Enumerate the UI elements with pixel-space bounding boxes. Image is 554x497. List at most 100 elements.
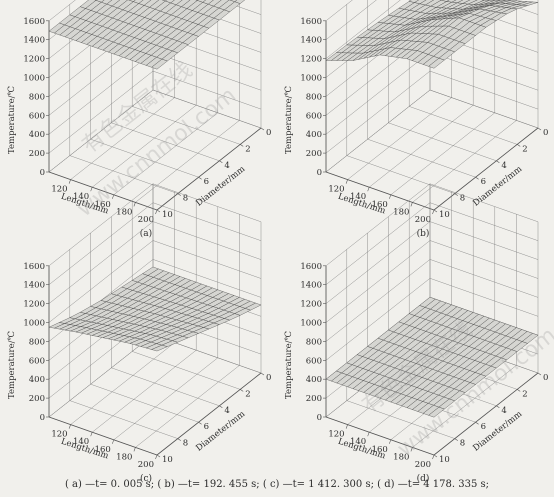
wall-gridline bbox=[48, 183, 154, 266]
axis-line bbox=[156, 127, 262, 211]
z-tick-label: 1600 bbox=[300, 17, 322, 27]
surface-cell bbox=[408, 0, 419, 3]
wall-gridline bbox=[325, 278, 431, 361]
wall-gridline bbox=[48, 70, 154, 154]
wall-gridline bbox=[152, 70, 262, 110]
y-tick-label: 4 bbox=[501, 161, 506, 171]
floor-gridline bbox=[111, 367, 220, 406]
axis-line bbox=[325, 416, 435, 456]
x-tick-label: 200 bbox=[415, 215, 431, 225]
surface-cell bbox=[101, 0, 113, 5]
y-tick-label: 4 bbox=[224, 406, 229, 416]
wall-gridline bbox=[429, 202, 539, 241]
y-tick bbox=[156, 454, 161, 458]
z-tick-label: 400 bbox=[306, 375, 322, 385]
y-tick bbox=[433, 454, 438, 458]
y-tick-label: 2 bbox=[522, 144, 527, 154]
surface-cell bbox=[234, 0, 246, 4]
y-tick bbox=[496, 160, 500, 164]
y-tick-label: 2 bbox=[245, 144, 250, 154]
x-tick-label: 180 bbox=[393, 207, 409, 217]
x-tick-label: 200 bbox=[138, 460, 154, 470]
x-tick-label: 200 bbox=[415, 460, 431, 470]
x-tick-label: 120 bbox=[328, 185, 344, 195]
z-tick-label: 1000 bbox=[300, 319, 322, 329]
surface-cell bbox=[133, 0, 144, 4]
surface-cell bbox=[165, 0, 175, 4]
surface-plot-panel: 0 200 400 600 800 1000 1200 1400 1600 120 140 160 18… bbox=[7, 0, 271, 239]
surface-cell bbox=[451, 0, 464, 3]
x-tick bbox=[90, 432, 93, 437]
floor-gridline bbox=[48, 89, 154, 173]
x-tick-label: 160 bbox=[95, 445, 111, 455]
floor-gridline bbox=[113, 112, 218, 195]
y-tick bbox=[475, 176, 479, 180]
z-axis-title: Temperature/℃ bbox=[7, 331, 17, 399]
wall-gridline bbox=[218, 0, 262, 15]
x-tick bbox=[155, 209, 158, 215]
y-tick-label: 8 bbox=[183, 194, 188, 204]
wall-gridline bbox=[48, 202, 154, 285]
y-tick-label: 0 bbox=[266, 373, 271, 383]
y-tick-label: 8 bbox=[460, 439, 465, 449]
z-tick-label: 0 bbox=[317, 413, 322, 423]
z-tick-label: 1000 bbox=[300, 74, 322, 84]
floor-gridline bbox=[135, 365, 240, 448]
wall-gridline bbox=[429, 221, 539, 260]
z-tick-label: 400 bbox=[29, 375, 45, 385]
axis-line bbox=[48, 171, 158, 211]
x-tick-label: 160 bbox=[95, 200, 111, 210]
y-tick bbox=[454, 193, 458, 196]
wall-gridline bbox=[48, 52, 154, 135]
surface-cell bbox=[111, 0, 128, 9]
y-tick bbox=[240, 144, 244, 147]
floor-gridline bbox=[346, 155, 455, 194]
axis-line bbox=[325, 171, 435, 211]
floor-gridline bbox=[135, 120, 240, 203]
y-tick-label: 10 bbox=[439, 455, 450, 465]
y-tick-label: 10 bbox=[162, 210, 173, 220]
surface-cell bbox=[522, 1, 539, 6]
floor-gridline bbox=[69, 155, 178, 194]
x-tick bbox=[68, 179, 71, 184]
floor-gridline bbox=[429, 89, 539, 129]
surface-cell bbox=[202, 0, 214, 5]
floor-gridline bbox=[92, 350, 197, 433]
y-tick-label: 4 bbox=[501, 406, 506, 416]
x-tick-label: 140 bbox=[73, 437, 89, 447]
y-tick bbox=[198, 176, 202, 180]
z-tick-label: 200 bbox=[306, 149, 322, 159]
z-tick-label: 600 bbox=[29, 111, 45, 121]
z-tick-label: 1200 bbox=[23, 300, 45, 310]
x-tick bbox=[432, 209, 435, 215]
y-axis-title: Diameter/mm bbox=[471, 164, 524, 208]
figure-caption: ( a) —t= 0. 005 s; ( b) —t= 192. 455 s; … bbox=[64, 479, 490, 490]
floor-gridline bbox=[388, 122, 497, 161]
floor-gridline bbox=[412, 365, 517, 448]
wall-gridline bbox=[325, 183, 431, 266]
x-tick bbox=[133, 447, 136, 452]
wall-gridline bbox=[152, 183, 262, 222]
x-tick-label: 140 bbox=[350, 192, 366, 202]
z-tick-label: 1600 bbox=[23, 262, 45, 272]
floor-gridline bbox=[48, 334, 154, 418]
panel-label: (a) bbox=[140, 228, 152, 239]
surface-cell bbox=[175, 0, 191, 7]
x-tick-label: 160 bbox=[372, 445, 388, 455]
surface-cell bbox=[414, 0, 427, 4]
surface-plot-panel: 0 200 400 600 800 1000 1200 1400 1600 120 140 160 18… bbox=[284, 0, 548, 239]
z-tick-label: 1400 bbox=[23, 281, 45, 291]
z-tick-label: 1200 bbox=[300, 300, 322, 310]
surface-cell bbox=[106, 0, 121, 7]
wall-gridline bbox=[429, 240, 539, 279]
y-tick bbox=[454, 438, 458, 441]
x-tick-label: 120 bbox=[328, 430, 344, 440]
x-tick-label: 180 bbox=[393, 452, 409, 462]
surface-cell bbox=[95, 0, 105, 3]
floor-gridline bbox=[346, 400, 455, 439]
floor-gridline bbox=[132, 351, 241, 390]
surface-cell bbox=[170, 0, 183, 5]
floor-gridline bbox=[409, 106, 518, 145]
